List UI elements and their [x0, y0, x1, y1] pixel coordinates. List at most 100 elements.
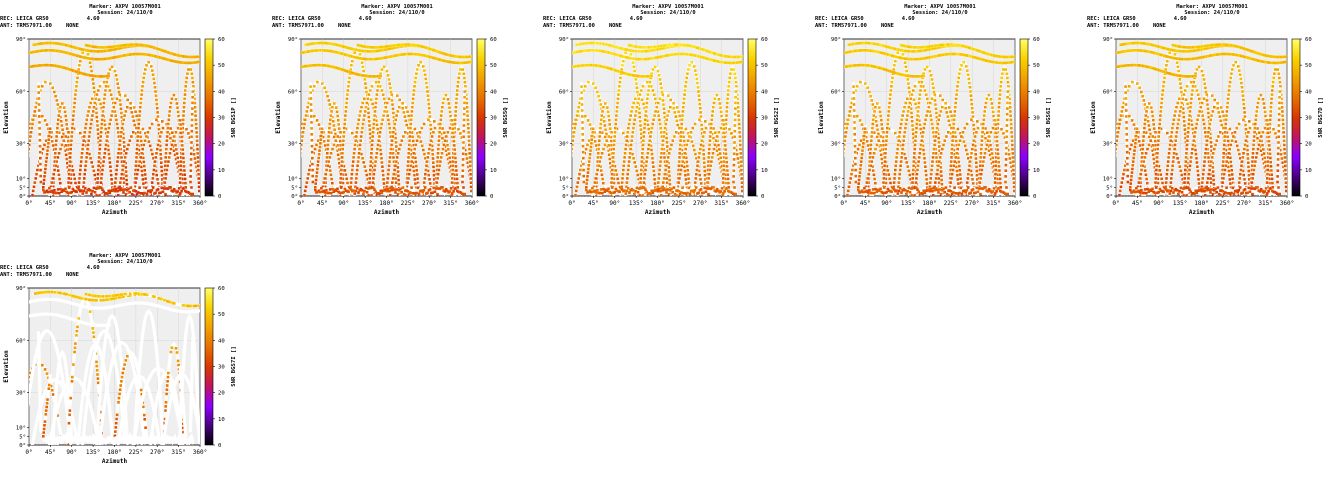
snr-point [333, 102, 336, 105]
snr-point [692, 145, 695, 148]
snr-point [646, 190, 649, 193]
snr-point [138, 165, 141, 168]
snr-point [654, 182, 657, 185]
snr-point [639, 93, 642, 96]
snr-point [183, 169, 186, 172]
snr-point [918, 102, 921, 105]
snr-point [355, 181, 358, 184]
snr-point [470, 181, 473, 184]
snr-point [143, 169, 146, 172]
snr-point [694, 123, 697, 126]
snr-point [92, 82, 95, 85]
snr-point [703, 157, 706, 160]
snr-point [375, 102, 378, 105]
snr-point [197, 165, 200, 168]
snr-point [657, 102, 660, 105]
snr-point [145, 187, 148, 190]
snr-point [845, 131, 848, 134]
snr-point [625, 139, 628, 142]
snr-point [829, 194, 832, 197]
snr-point [196, 144, 199, 147]
snr-point [698, 174, 701, 177]
snr-point [357, 123, 360, 126]
snr-point [407, 160, 410, 163]
snr-point [689, 193, 692, 196]
snr-point [712, 106, 715, 109]
snr-point [705, 190, 708, 193]
snr-point [195, 131, 198, 134]
snr-point [58, 110, 61, 113]
snr-point [321, 127, 324, 130]
snr-point [158, 128, 161, 131]
snr-point [95, 98, 98, 101]
snr-point [388, 98, 391, 101]
snr-point [452, 190, 455, 193]
snr-point [722, 119, 725, 122]
snr-point [698, 99, 701, 102]
snr-point [577, 177, 580, 180]
snr-point [142, 77, 145, 80]
snr-point [419, 61, 422, 64]
snr-point [320, 131, 323, 134]
snr-point [425, 165, 428, 168]
snr-point [719, 152, 722, 155]
snr-point [913, 152, 916, 155]
snr-point [392, 108, 395, 111]
snr-point [727, 182, 730, 185]
snr-point [733, 141, 736, 144]
snr-point [614, 131, 617, 134]
snr-point [585, 186, 588, 189]
snr-point [658, 177, 661, 180]
snr-point [737, 106, 740, 109]
snr-point [97, 165, 100, 168]
snr-point [667, 156, 670, 159]
snr-point [374, 110, 377, 113]
snr-point [940, 170, 943, 173]
snr-point [109, 161, 112, 164]
snr-point [636, 170, 639, 173]
snr-point [148, 140, 151, 143]
snr-point [313, 85, 316, 88]
snr-point [326, 156, 329, 159]
snr-point [596, 91, 599, 94]
snr-point [191, 124, 194, 127]
snr-point [150, 149, 153, 152]
snr-point [581, 97, 584, 100]
snr-point [74, 93, 77, 96]
snr-point [115, 177, 118, 180]
x-tick-label: 225° [401, 200, 415, 207]
snr-point [716, 94, 719, 97]
snr-point [902, 144, 905, 147]
snr-point [924, 161, 927, 164]
snr-point [690, 61, 693, 64]
snr-point [289, 173, 292, 176]
snr-point [601, 178, 604, 181]
snr-point [115, 74, 118, 77]
snr-point [429, 115, 432, 118]
snr-point [866, 87, 869, 90]
snr-point [57, 169, 60, 172]
snr-point [905, 66, 908, 69]
snr-point [48, 131, 51, 134]
snr-point [668, 152, 671, 155]
snr-point [682, 102, 685, 105]
snr-point [664, 127, 667, 130]
snr-point [54, 165, 57, 168]
snr-point [334, 139, 337, 142]
snr-point [89, 189, 92, 192]
snr-point [101, 169, 104, 172]
snr-point [719, 106, 722, 109]
snr-point [735, 81, 738, 84]
x-tick-label: 360° [736, 200, 750, 207]
snr-point [120, 131, 123, 134]
snr-point [86, 148, 89, 151]
snr-point [145, 64, 148, 67]
snr-point [316, 168, 319, 171]
snr-point [690, 131, 693, 134]
snr-point [402, 186, 405, 189]
snr-point [686, 72, 689, 75]
snr-point [947, 131, 950, 134]
snr-point [340, 186, 343, 189]
snr-point [628, 156, 631, 159]
snr-point [668, 193, 671, 196]
